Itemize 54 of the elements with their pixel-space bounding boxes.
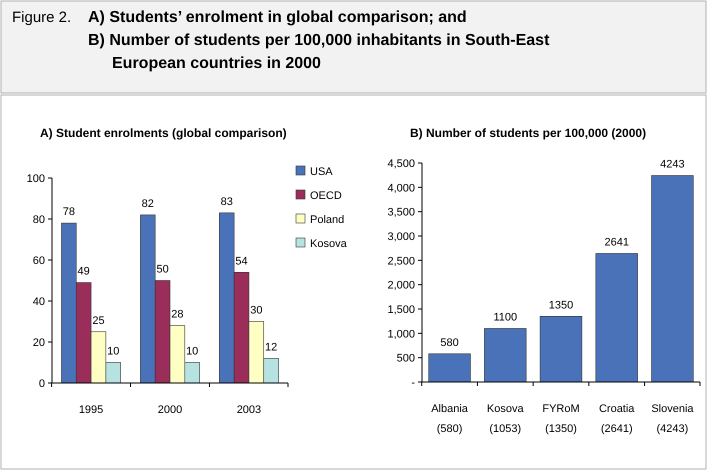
legend-label: OECD [310,190,342,202]
legend-label: USA [310,166,334,178]
data-label: 30 [250,304,262,316]
y-tick-label: 3,000 [387,231,415,243]
y-tick-label: 1,500 [387,304,415,316]
data-label: 50 [156,264,169,276]
y-tick-label: 2,000 [387,280,415,292]
data-label: 10 [186,346,198,358]
data-label: 4243 [660,158,685,171]
data-label: 10 [107,346,120,358]
y-tick-label: 3,500 [387,206,415,219]
bar [540,316,582,382]
data-label: 25 [92,314,105,327]
y-tick-label: 2,500 [387,255,415,268]
y-tick-label: 20 [32,337,45,349]
y-tick-label: 1,000 [387,328,415,340]
data-label: 2641 [604,236,629,248]
legend-label: Kosova [310,238,348,250]
data-label: 82 [142,198,154,210]
chart-title: A) Student enrolments (global comparison) [40,126,287,140]
bar [651,175,694,382]
bar [596,253,638,382]
y-tick-label: - [411,377,416,389]
x-tick-label: FYRoM (1350) [542,403,580,435]
y-tick-label: 40 [32,296,45,308]
chart-title: B) Number of students per 100,000 (2000) [410,126,646,140]
data-label: 54 [235,255,248,268]
x-tick-label: Croatia (2641) [598,403,636,435]
bar [428,353,471,382]
x-tick-label: 1995 [78,404,104,416]
x-tick-label: 2003 [236,404,262,416]
data-label: 78 [62,206,75,218]
legend-label: Poland [310,214,344,226]
y-tick-label: 500 [396,352,415,365]
data-label: 1100 [493,311,518,324]
y-tick-label: 60 [32,255,45,267]
data-label: 28 [171,308,184,321]
y-tick-label: 0 [38,378,45,390]
x-tick-label: Kosova (1053) [486,403,525,435]
bar [484,328,526,382]
x-tick-label: Slovenia (4243) [651,403,694,435]
text: A) Students’ enrolment in global comparison; and B) Number of students per 100,000 inhabitants in South-East European countries in 2000 [88,9,550,72]
y-tick-label: 4,500 [387,158,415,170]
data-label: 12 [265,341,278,354]
data-label: 1350 [548,299,574,312]
y-tick-label: 80 [32,214,45,226]
data-label: 83 [220,196,233,208]
data-label: 49 [78,266,90,278]
x-tick-label: Albania (580) [431,403,469,435]
x-tick-label: 2000 [158,404,182,416]
data-label: 580 [440,336,459,349]
y-tick-label: 100 [26,173,45,185]
text: Figure 2. [12,9,72,26]
y-tick-label: 4,000 [387,182,415,194]
